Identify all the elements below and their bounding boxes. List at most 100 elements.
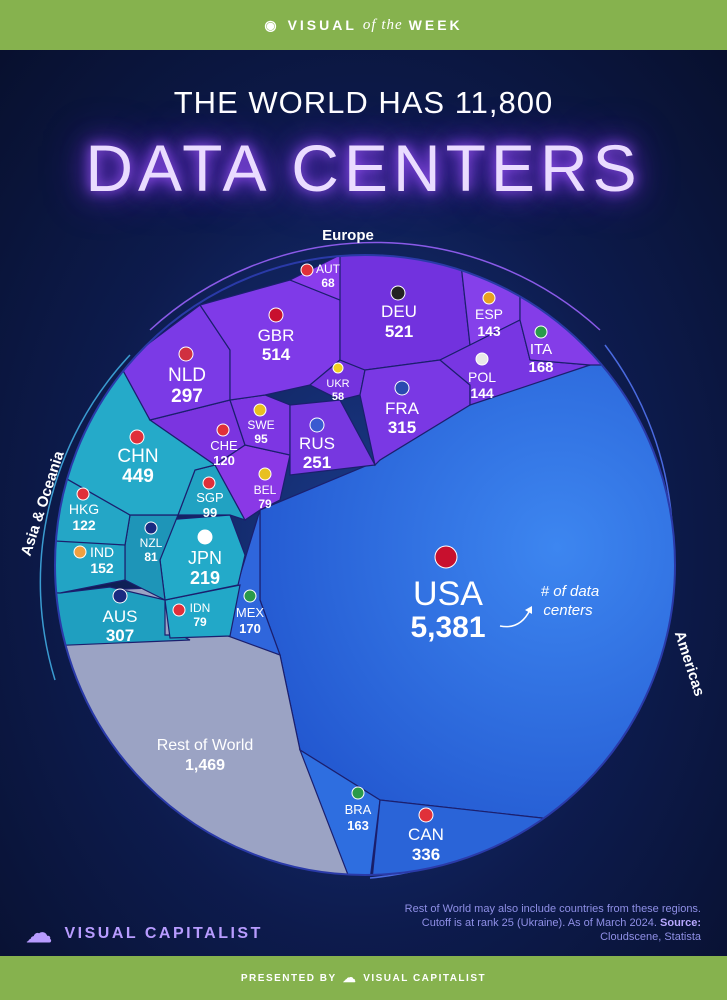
label-row-value: 1,469 bbox=[185, 757, 225, 774]
che-flag-icon bbox=[216, 423, 230, 437]
presented-by-bar: PRESENTED BY ☁ VISUAL CAPITALIST bbox=[0, 956, 727, 1000]
label-aut-code: AUT bbox=[316, 262, 341, 276]
logo-text: VISUAL CAPITALIST bbox=[64, 924, 263, 942]
logo-cloud-icon: ☁ bbox=[26, 918, 55, 948]
label-usa-value: 5,381 bbox=[410, 611, 485, 644]
header-mid: of the bbox=[362, 16, 403, 33]
country-labels: AUT 68 DEU 521 ESP 143 GBR 514 ITA 168 N… bbox=[69, 262, 554, 864]
ukr-flag-icon bbox=[332, 362, 344, 374]
label-fra-code: FRA bbox=[385, 399, 420, 418]
flags bbox=[73, 263, 548, 823]
mex-flag-icon bbox=[243, 589, 257, 603]
ita-flag-icon bbox=[534, 325, 548, 339]
annotation-line-1: # of data bbox=[541, 583, 599, 600]
label-can-code: CAN bbox=[408, 825, 444, 844]
label-idn-code: IDN bbox=[190, 601, 211, 615]
bra-flag-icon bbox=[351, 786, 365, 800]
label-sgp-value: 99 bbox=[203, 505, 217, 520]
label-chn-code: CHN bbox=[117, 446, 158, 467]
annotation-line-2: centers bbox=[543, 602, 593, 619]
rus-flag-icon bbox=[309, 417, 325, 433]
label-aut-value: 68 bbox=[321, 276, 335, 290]
label-usa-code: USA bbox=[413, 575, 483, 613]
aus-flag-icon bbox=[112, 588, 128, 604]
label-mex-code: MEX bbox=[236, 605, 265, 620]
label-bel-value: 79 bbox=[258, 497, 272, 511]
label-fra-value: 315 bbox=[388, 418, 416, 437]
header-pre: VISUAL bbox=[287, 17, 357, 33]
presented-logo-icon: ☁ bbox=[342, 970, 358, 985]
header-bar: ◉ VISUAL of the WEEK bbox=[0, 0, 727, 50]
label-gbr-value: 514 bbox=[262, 345, 291, 364]
hkg-flag-icon bbox=[76, 487, 90, 501]
europe-arc bbox=[149, 241, 601, 331]
label-esp-code: ESP bbox=[475, 306, 503, 322]
label-aus-code: AUS bbox=[103, 607, 138, 626]
title-line-1: THE WORLD HAS 11,800 bbox=[173, 85, 554, 120]
label-mex-value: 170 bbox=[239, 621, 261, 636]
pol-flag-icon bbox=[475, 352, 489, 366]
region-label-europe: Europe bbox=[322, 227, 374, 244]
label-swe-code: SWE bbox=[247, 418, 274, 432]
bel-flag-icon bbox=[258, 467, 272, 481]
label-che-value: 120 bbox=[213, 453, 235, 468]
header-post: WEEK bbox=[408, 17, 463, 33]
cell-can bbox=[369, 799, 561, 875]
label-pol-value: 144 bbox=[470, 385, 494, 401]
deu-flag-icon bbox=[390, 285, 406, 301]
can-flag-icon bbox=[418, 807, 434, 823]
label-sgp-code: SGP bbox=[196, 490, 223, 505]
label-rus-code: RUS bbox=[299, 434, 335, 453]
chart-rim bbox=[54, 254, 676, 876]
presented-by-label: PRESENTED BY bbox=[240, 972, 337, 984]
asia-arc bbox=[39, 354, 131, 681]
label-bra-value: 163 bbox=[347, 818, 369, 833]
annotation-arrowhead bbox=[525, 606, 532, 614]
label-nzl-value: 81 bbox=[144, 550, 158, 564]
label-ind-code: IND bbox=[90, 544, 114, 560]
region-label-americas: Americas bbox=[671, 629, 708, 698]
label-ita-code: ITA bbox=[530, 341, 552, 358]
usa-flag-icon bbox=[434, 545, 458, 569]
footer-note: Rest of World may also include countries… bbox=[401, 902, 701, 944]
aut-flag-icon bbox=[300, 263, 314, 277]
label-ita-value: 168 bbox=[528, 359, 553, 376]
annotation: # of data centers bbox=[499, 583, 599, 628]
fra-flag-icon bbox=[394, 380, 410, 396]
esp-flag-icon bbox=[482, 291, 496, 305]
footer-source-label: Source: bbox=[660, 917, 701, 929]
label-ind-value: 152 bbox=[90, 560, 114, 576]
label-pol-code: POL bbox=[468, 369, 496, 385]
gbr-flag-icon bbox=[268, 307, 284, 323]
cell-aus bbox=[55, 559, 191, 651]
label-ukr-code: UKR bbox=[326, 378, 349, 390]
label-nld-code: NLD bbox=[168, 365, 206, 386]
swe-flag-icon bbox=[253, 403, 267, 417]
label-gbr-code: GBR bbox=[258, 326, 295, 345]
label-esp-value: 143 bbox=[477, 323, 501, 339]
cell-rus bbox=[289, 399, 376, 476]
label-chn-value: 449 bbox=[122, 466, 154, 487]
eye-icon: ◉ bbox=[264, 16, 280, 33]
jpn-flag-icon bbox=[197, 529, 213, 545]
chn-flag-icon bbox=[129, 429, 145, 445]
footer-source: Cloudscene, Statista bbox=[600, 931, 701, 943]
label-jpn-code: JPN bbox=[188, 548, 222, 568]
label-aus-value: 307 bbox=[106, 626, 134, 645]
label-nzl-code: NZL bbox=[140, 536, 163, 550]
label-hkg-value: 122 bbox=[72, 517, 96, 533]
label-jpn-value: 219 bbox=[190, 568, 220, 588]
label-nld-value: 297 bbox=[171, 386, 203, 407]
cell-bra bbox=[298, 748, 381, 875]
visual-capitalist-logo: ☁ VISUAL CAPITALIST bbox=[26, 918, 263, 949]
label-bel-code: BEL bbox=[254, 483, 277, 497]
ind-flag-icon bbox=[73, 545, 87, 559]
nzl-flag-icon bbox=[144, 521, 158, 535]
label-deu-code: DEU bbox=[381, 302, 417, 321]
label-ukr-value: 58 bbox=[332, 391, 344, 403]
sgp-flag-icon bbox=[202, 476, 216, 490]
title-line-2: DATA CENTERS bbox=[85, 131, 642, 205]
label-bra-code: BRA bbox=[345, 802, 372, 817]
footer-note-text: Rest of World may also include countries… bbox=[404, 903, 701, 929]
presented-brand: VISUAL CAPITALIST bbox=[363, 972, 487, 984]
